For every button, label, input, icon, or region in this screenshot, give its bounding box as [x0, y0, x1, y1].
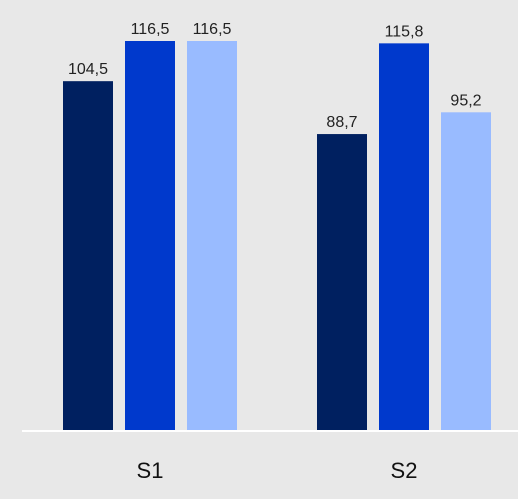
- bars-layer: [63, 41, 491, 431]
- data-label-s2-2: 115,8: [385, 23, 424, 40]
- data-label-s1-3: 116,5: [193, 21, 232, 38]
- data-labels-layer: 104,5 116,5 116,5 88,7 115,8 95,2: [68, 21, 482, 131]
- x-tick-label-s1: S1: [137, 458, 164, 483]
- x-tick-label-s2: S2: [391, 458, 418, 483]
- bar-s2-1: [317, 134, 367, 431]
- data-label-s2-1: 88,7: [326, 114, 357, 131]
- bar-s1-1: [63, 81, 113, 431]
- data-label-s1-1: 104,5: [68, 61, 108, 78]
- x-tick-labels-layer: S1 S2: [137, 458, 418, 483]
- data-label-s1-2: 116,5: [131, 21, 170, 38]
- bar-s2-3: [441, 112, 491, 431]
- bar-s1-2: [125, 41, 175, 431]
- bar-s1-3: [187, 41, 237, 431]
- bar-s2-2: [379, 43, 429, 431]
- data-label-s2-3: 95,2: [450, 92, 481, 109]
